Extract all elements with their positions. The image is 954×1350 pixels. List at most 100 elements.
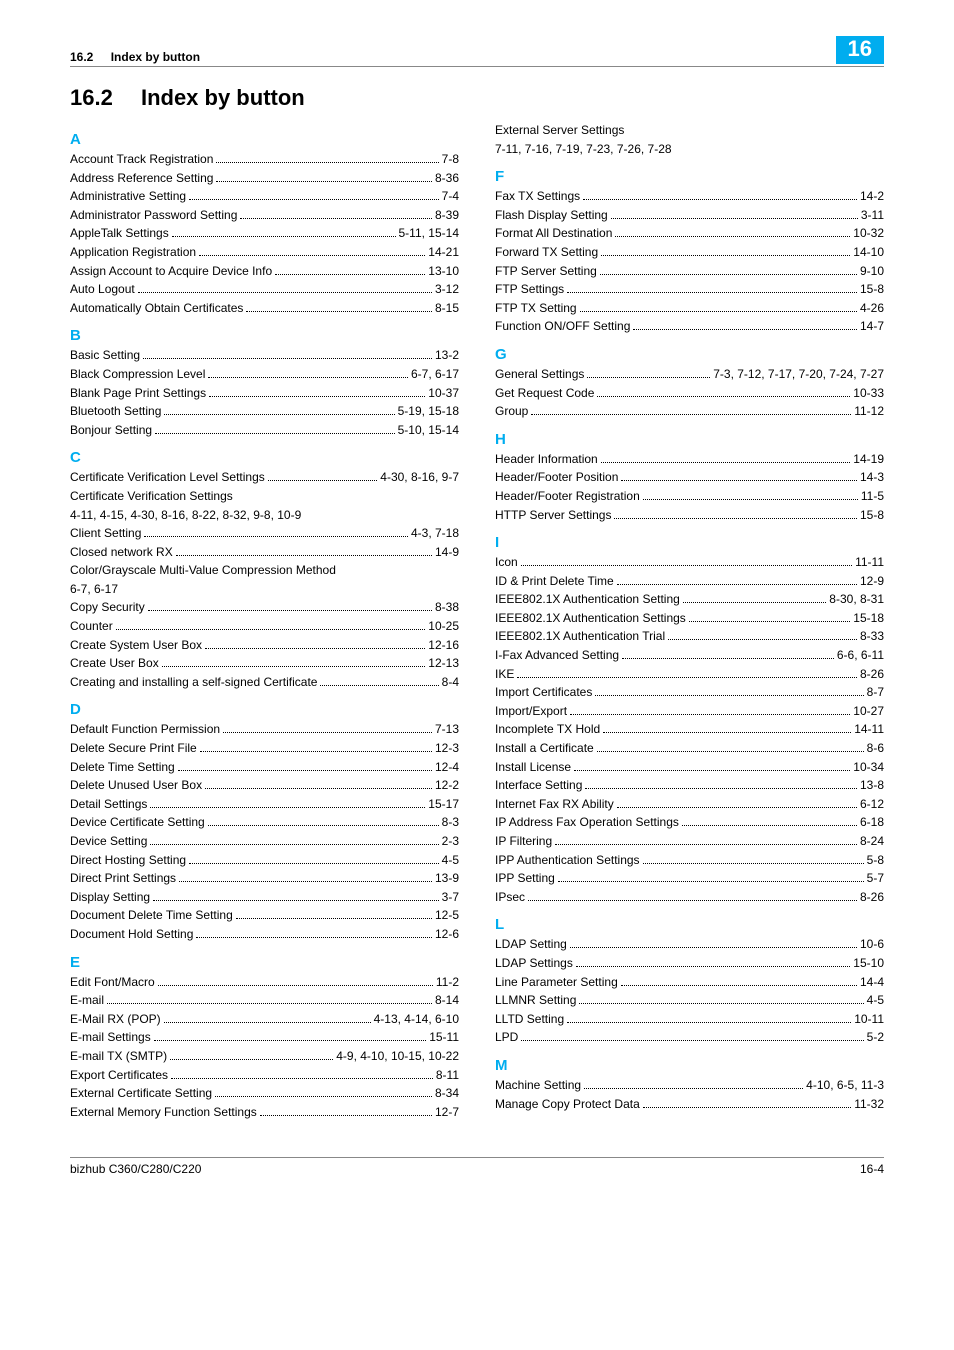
index-entry-term: Display Setting: [70, 888, 150, 907]
index-entry: Incomplete TX Hold 14-11: [495, 720, 884, 739]
index-entry-term: Icon: [495, 553, 518, 572]
index-entry: Automatically Obtain Certificates 8-15: [70, 299, 459, 318]
index-entry-pages: 10-33: [853, 384, 884, 403]
index-entry: Create User Box 12-13: [70, 654, 459, 673]
dot-leader: [240, 218, 432, 219]
index-entry-term: I-Fax Advanced Setting: [495, 646, 619, 665]
index-entry-pages: 8-14: [435, 991, 459, 1010]
index-entry: Edit Font/Macro 11-2: [70, 973, 459, 992]
index-entry: Color/Grayscale Multi-Value Compression …: [70, 561, 459, 598]
index-entry: E-mail Settings 15-11: [70, 1028, 459, 1047]
index-entry: FTP Server Setting 9-10: [495, 262, 884, 281]
index-entry-term: Counter: [70, 617, 113, 636]
dot-leader: [528, 900, 857, 901]
chapter-badge: 16: [836, 36, 884, 64]
index-entry: Header/Footer Registration 11-5: [495, 487, 884, 506]
index-entry-term: Direct Print Settings: [70, 869, 176, 888]
index-entry: Header/Footer Position 14-3: [495, 468, 884, 487]
dot-leader: [158, 985, 433, 986]
index-entry-pages: 5-2: [867, 1028, 884, 1047]
dot-leader: [576, 966, 850, 967]
index-entry: IPsec 8-26: [495, 888, 884, 907]
index-entry: Fax TX Settings 14-2: [495, 187, 884, 206]
index-entry-pages: 10-6: [860, 935, 884, 954]
index-entry: Forward TX Setting 14-10: [495, 243, 884, 262]
index-entry-term: Install License: [495, 758, 571, 777]
dot-leader: [603, 732, 851, 733]
index-entry-pages: 4-26: [860, 299, 884, 318]
index-entry-pages: 14-10: [853, 243, 884, 262]
dot-leader: [682, 825, 857, 826]
dot-leader: [268, 480, 378, 481]
index-entry-term: Delete Time Setting: [70, 758, 175, 777]
index-entry-pages: 4-5: [442, 851, 459, 870]
index-entry: IEEE802.1X Authentication Setting 8-30, …: [495, 590, 884, 609]
index-entry: Display Setting 3-7: [70, 888, 459, 907]
index-entry-pages: 3-12: [435, 280, 459, 299]
page-title: 16.2 Index by button: [70, 85, 884, 111]
index-entry-pages: 6-7, 6-17: [411, 365, 459, 384]
index-entry-pages: 4-30, 8-16, 9-7: [380, 468, 459, 487]
index-entry-term: Assign Account to Acquire Device Info: [70, 262, 272, 281]
index-entry-pages: 4-13, 4-14, 6-10: [374, 1010, 459, 1029]
index-entry-term: Address Reference Setting: [70, 169, 213, 188]
index-entry-term: Fax TX Settings: [495, 187, 580, 206]
index-entry: Function ON/OFF Setting 14-7: [495, 317, 884, 336]
index-entry-pages: 10-32: [853, 224, 884, 243]
index-entry-pages: 14-2: [860, 187, 884, 206]
index-entry-pages: 8-33: [860, 627, 884, 646]
dot-leader: [621, 985, 857, 986]
index-entry-pages: 4-3, 7-18: [411, 524, 459, 543]
index-entry: LLTD Setting 10-11: [495, 1010, 884, 1029]
index-entry-term: Header/Footer Position: [495, 468, 618, 487]
letter-heading: D: [70, 701, 459, 718]
dot-leader: [643, 1107, 851, 1108]
index-entry-pages: 11-11: [855, 553, 884, 572]
index-entry-term: Closed network RX: [70, 543, 173, 562]
index-entry-term: LLMNR Setting: [495, 991, 576, 1010]
index-entry: Address Reference Setting 8-36: [70, 169, 459, 188]
index-entry: HTTP Server Settings 15-8: [495, 506, 884, 525]
letter-heading: B: [70, 327, 459, 344]
letter-heading: M: [495, 1057, 884, 1074]
index-entry-term: Import Certificates: [495, 683, 592, 702]
dot-leader: [150, 807, 425, 808]
index-entry: Icon 11-11: [495, 553, 884, 572]
dot-leader: [196, 937, 432, 938]
index-entry-pages: 15-18: [853, 609, 884, 628]
index-entry: Bluetooth Setting 5-19, 15-18: [70, 402, 459, 421]
dot-leader: [601, 462, 851, 463]
letter-heading: C: [70, 449, 459, 466]
index-entry: Header Information 14-19: [495, 450, 884, 469]
dot-leader: [597, 751, 864, 752]
index-entry-pages: 10-37: [428, 384, 459, 403]
dot-leader: [172, 236, 396, 237]
index-entry: Manage Copy Protect Data 11-32: [495, 1095, 884, 1114]
index-entry-term: Detail Settings: [70, 795, 147, 814]
index-entry: Delete Unused User Box 12-2: [70, 776, 459, 795]
index-entry: Import Certificates 8-7: [495, 683, 884, 702]
index-entry: Create System User Box 12-16: [70, 636, 459, 655]
dot-leader: [683, 602, 826, 603]
dot-leader: [155, 433, 395, 434]
letter-heading: L: [495, 916, 884, 933]
index-entry-term: Default Function Permission: [70, 720, 220, 739]
index-entry-term: AppleTalk Settings: [70, 224, 169, 243]
dot-leader: [148, 610, 432, 611]
dot-leader: [208, 825, 439, 826]
index-entry: IKE 8-26: [495, 665, 884, 684]
index-entry: Certificate Verification Level Settings …: [70, 468, 459, 487]
dot-leader: [617, 807, 857, 808]
dot-leader: [580, 311, 857, 312]
index-entry-term: Device Certificate Setting: [70, 813, 205, 832]
index-entry: Detail Settings 15-17: [70, 795, 459, 814]
index-entry: Account Track Registration 7-8: [70, 150, 459, 169]
index-entry-pages: 7-8: [442, 150, 459, 169]
letter-heading: F: [495, 168, 884, 185]
index-entry-pages: 13-8: [860, 776, 884, 795]
dot-leader: [208, 377, 408, 378]
index-entry-term: Interface Setting: [495, 776, 582, 795]
index-entry-term: Color/Grayscale Multi-Value Compression …: [70, 561, 459, 580]
dot-leader: [153, 900, 439, 901]
index-entry-term: HTTP Server Settings: [495, 506, 611, 525]
